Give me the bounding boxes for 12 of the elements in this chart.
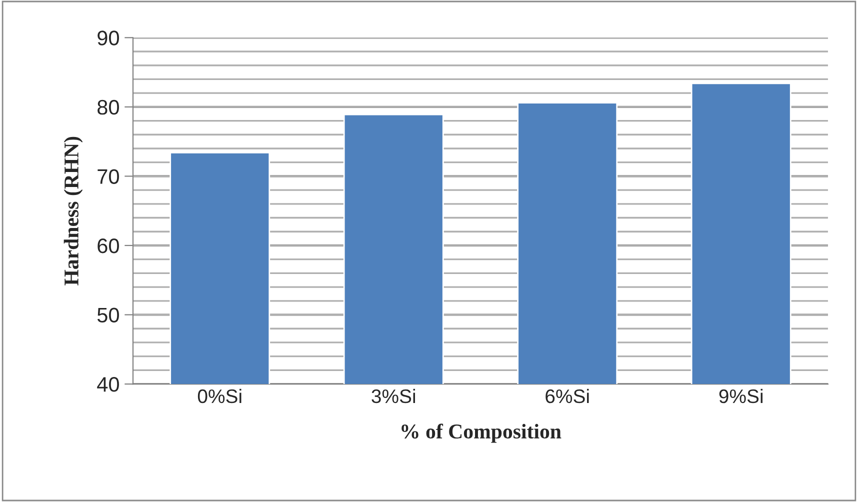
x-tick-label: 0%Si: [198, 388, 242, 404]
y-tick-label: 80: [98, 100, 119, 115]
y-tick-label: 40: [97, 377, 119, 392]
y-tick-label: 70: [98, 169, 119, 184]
x-tick-label: 3%Si: [372, 388, 415, 404]
x-tick-label: 9%Si: [719, 388, 762, 404]
y-axis-title: Hardness (RHN): [64, 136, 83, 286]
x-tick-label: 6%Si: [546, 388, 589, 404]
x-axis-title: % of Composition: [402, 424, 562, 443]
y-tick-label: 90: [98, 30, 119, 46]
y-tick-label: 60: [98, 238, 119, 254]
y-tick-label: 50: [97, 308, 119, 323]
